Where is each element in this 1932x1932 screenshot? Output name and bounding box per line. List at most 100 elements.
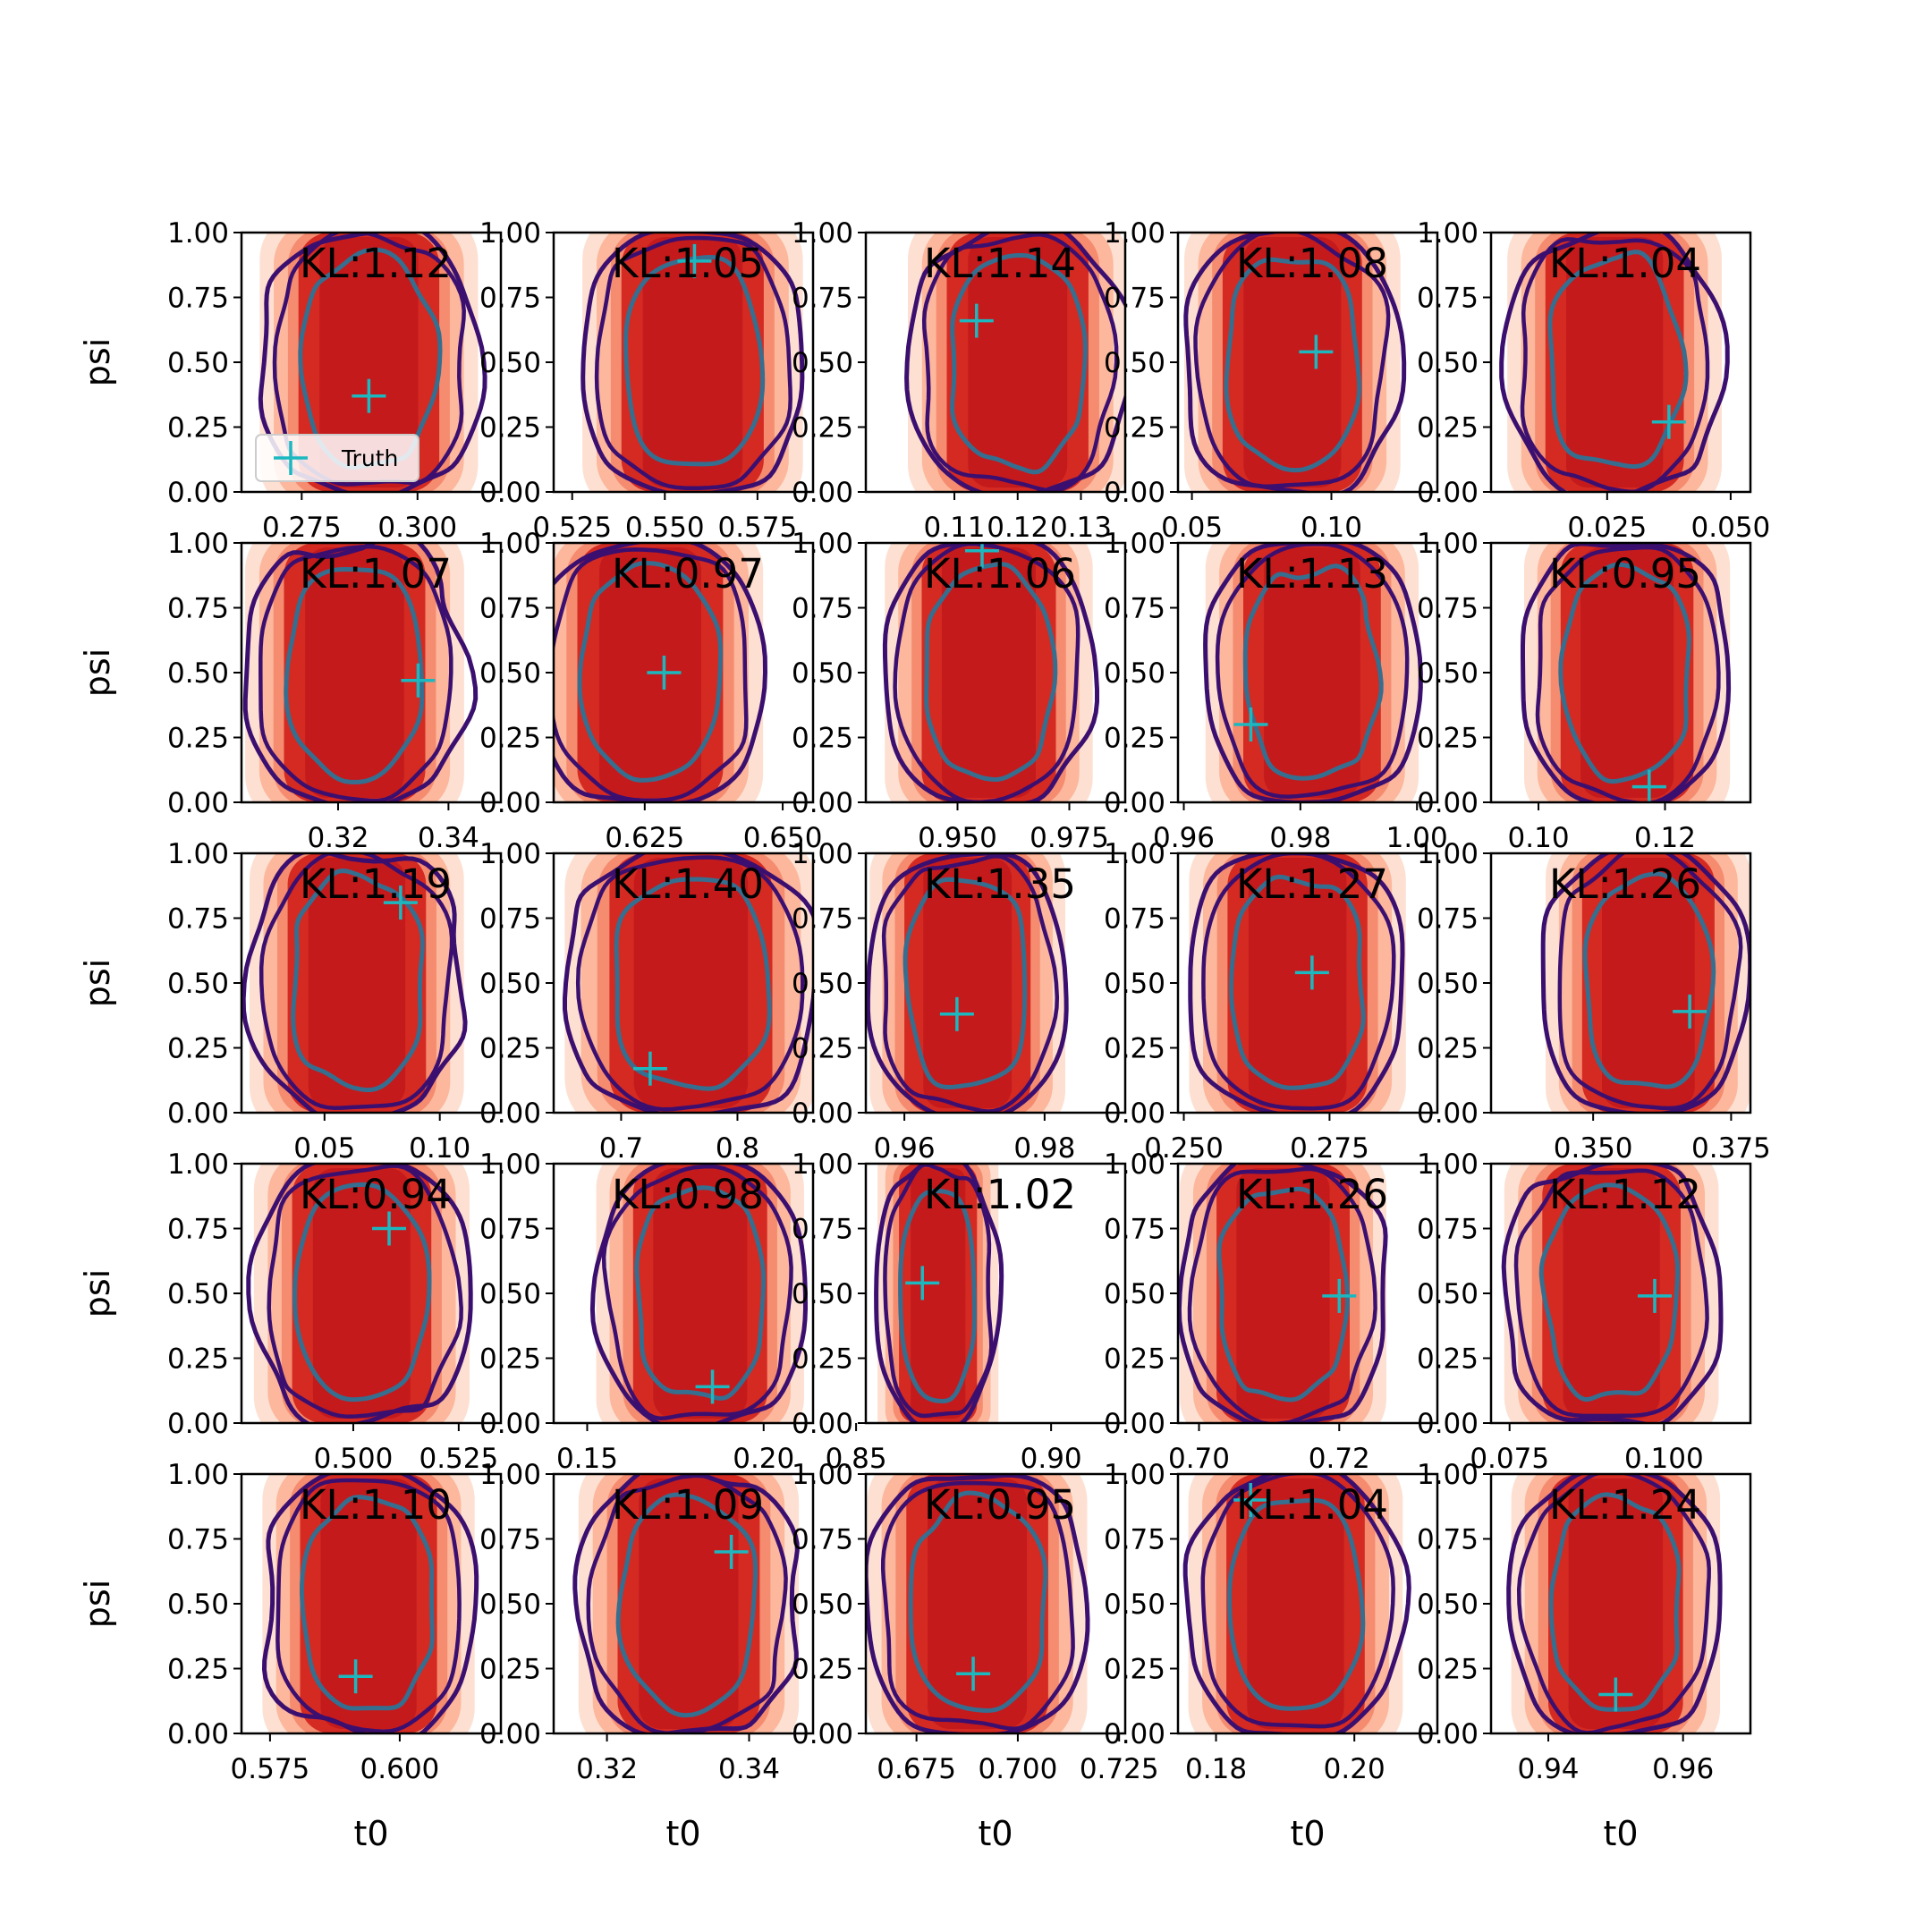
x-tick-label: 0.70 bbox=[1168, 1443, 1230, 1475]
kde-area bbox=[563, 853, 813, 1113]
y-tick-label: 0.50 bbox=[792, 347, 853, 379]
y-tick-label: 0.00 bbox=[479, 787, 541, 819]
kl-label: KL:0.95 bbox=[924, 1481, 1076, 1529]
y-tick-label: 0.75 bbox=[479, 903, 541, 936]
kde-area bbox=[258, 233, 487, 492]
density-band-5 bbox=[1563, 1168, 1660, 1419]
truth-marker bbox=[677, 243, 712, 278]
y-tick-label: 1.00 bbox=[1417, 1459, 1479, 1491]
y-tick-label: 0.25 bbox=[167, 1654, 229, 1686]
y-tick-label: 1.00 bbox=[1104, 217, 1165, 250]
y-tick-label: 0.00 bbox=[792, 787, 853, 819]
contour-middle bbox=[594, 235, 792, 490]
density-band-5 bbox=[633, 858, 749, 1108]
y-tick-label: 0.25 bbox=[1104, 412, 1165, 445]
truth-marker bbox=[1651, 404, 1686, 439]
kde-area bbox=[246, 1164, 473, 1423]
kl-label: KL:1.04 bbox=[1236, 1481, 1388, 1529]
density-band-5 bbox=[1580, 547, 1674, 798]
contour-outer bbox=[1499, 233, 1730, 492]
y-axis-label: psi bbox=[78, 1580, 117, 1628]
contour-outer bbox=[1540, 853, 1750, 1113]
contour-outer bbox=[866, 853, 1069, 1113]
y-tick-label: 0.50 bbox=[167, 657, 229, 690]
density-band-5 bbox=[308, 858, 406, 1108]
x-tick-label: 0.975 bbox=[1030, 822, 1109, 854]
x-tick-label: 0.025 bbox=[1567, 512, 1647, 544]
contour-middle bbox=[272, 233, 466, 487]
kde-area bbox=[874, 1164, 1004, 1423]
kde-area bbox=[1521, 543, 1732, 802]
kl-label: KL:1.40 bbox=[612, 860, 764, 908]
y-tick-label: 1.00 bbox=[1417, 838, 1479, 870]
contour-outer bbox=[874, 1164, 1004, 1423]
y-tick-label: 0.75 bbox=[1417, 593, 1479, 625]
panel-5: 0.00 0.25 0.50 0.75 1.00 0.025 0.050 KL:1.04 bbox=[1417, 217, 1770, 544]
x-tick-label: 0.11 bbox=[924, 512, 986, 544]
truth-marker bbox=[1233, 708, 1268, 741]
y-tick-label: 0.75 bbox=[167, 903, 229, 936]
contour-outer bbox=[572, 1474, 800, 1733]
density-band-5 bbox=[653, 1168, 748, 1419]
y-tick-label: 1.00 bbox=[479, 1148, 541, 1181]
contour-inner bbox=[1548, 1492, 1682, 1712]
x-tick-label: 0.20 bbox=[1324, 1753, 1385, 1785]
x-tick-label: 0.300 bbox=[377, 512, 457, 544]
panel-1: 0.00 0.25 0.50 0.75 1.00 0.275 0.300 KL:1.12 psi… bbox=[78, 217, 503, 544]
y-tick-label: 0.50 bbox=[1104, 1589, 1165, 1621]
x-tick-label: 0.10 bbox=[409, 1132, 470, 1165]
contour-middle bbox=[893, 543, 1080, 802]
kde-area bbox=[866, 853, 1069, 1113]
kl-label: KL:1.26 bbox=[1549, 860, 1701, 908]
kl-label: KL:1.14 bbox=[924, 240, 1076, 287]
panel-17: 0.00 0.25 0.50 0.75 1.00 0.15 0.20 KL:0.98 bbox=[479, 1148, 815, 1475]
kl-label: KL:1.04 bbox=[1549, 240, 1701, 287]
y-tick-label: 0.50 bbox=[792, 1589, 853, 1621]
x-tick-label: 0.05 bbox=[1161, 512, 1223, 544]
truth-marker bbox=[1598, 1677, 1633, 1712]
density-band-5 bbox=[1566, 237, 1664, 487]
contour-inner bbox=[1227, 1497, 1366, 1711]
y-tick-label: 1.00 bbox=[1104, 528, 1165, 560]
y-tick-label: 0.50 bbox=[792, 657, 853, 690]
x-tick-label: 0.98 bbox=[1269, 822, 1331, 854]
y-tick-label: 0.25 bbox=[792, 1343, 853, 1376]
x-tick-label: 0.10 bbox=[1508, 822, 1570, 854]
y-tick-label: 1.00 bbox=[479, 838, 541, 870]
contour-middle bbox=[601, 1164, 793, 1421]
y-tick-label: 0.00 bbox=[479, 1408, 541, 1440]
y-tick-label: 0.00 bbox=[792, 1097, 853, 1130]
contour-outer bbox=[866, 1474, 1090, 1733]
y-tick-label: 0.75 bbox=[1104, 1524, 1165, 1556]
contour-outer bbox=[554, 543, 768, 802]
y-tick-label: 0.50 bbox=[479, 968, 541, 1000]
contour-middle bbox=[586, 1474, 788, 1733]
y-tick-label: 0.50 bbox=[1104, 968, 1165, 1000]
x-tick-label: 1.00 bbox=[1386, 822, 1448, 854]
panel-22: 0.00 0.25 0.50 0.75 1.00 0.32 0.34 KL:1.09 t0 bbox=[479, 1459, 815, 1853]
kde-area bbox=[1203, 543, 1423, 802]
y-tick-label: 0.75 bbox=[1417, 903, 1479, 936]
x-tick-label: 0.100 bbox=[1624, 1443, 1704, 1475]
panel-13: 0.00 0.25 0.50 0.75 1.00 0.96 0.98 KL:1.35 bbox=[792, 838, 1127, 1165]
density-band-5 bbox=[319, 237, 419, 487]
y-tick-label: 0.75 bbox=[167, 283, 229, 315]
density-band-5 bbox=[1248, 858, 1347, 1108]
contour-middle bbox=[275, 1478, 462, 1733]
contour-outer bbox=[589, 1164, 809, 1423]
y-tick-label: 0.75 bbox=[1417, 1524, 1479, 1556]
contour-inner bbox=[577, 560, 724, 783]
y-axis-label: psi bbox=[78, 338, 117, 386]
kl-label: KL:1.07 bbox=[300, 550, 452, 597]
x-tick-label: 0.90 bbox=[1021, 1443, 1082, 1475]
y-tick-label: 0.25 bbox=[1104, 1033, 1165, 1065]
panel-25: 0.00 0.25 0.50 0.75 1.00 0.94 0.96 KL:1.24 t0 bbox=[1417, 1459, 1752, 1853]
kde-area bbox=[261, 1474, 479, 1733]
x-axis-label: t0 bbox=[1290, 1814, 1325, 1853]
y-tick-label: 1.00 bbox=[792, 1148, 853, 1181]
y-tick-label: 0.25 bbox=[167, 1033, 229, 1065]
x-tick-label: 0.075 bbox=[1470, 1443, 1549, 1475]
x-tick-label: 0.98 bbox=[1013, 1132, 1075, 1165]
contour-middle bbox=[554, 547, 749, 802]
kl-label: KL:1.10 bbox=[300, 1481, 452, 1529]
